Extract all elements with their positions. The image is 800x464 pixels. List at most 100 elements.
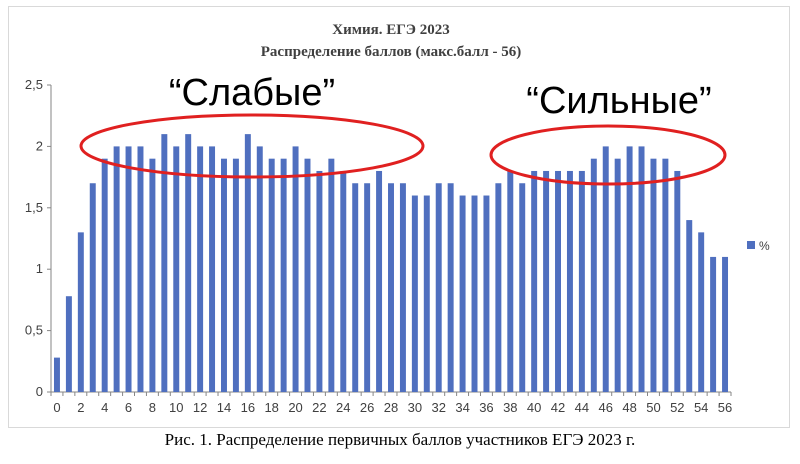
bar [614, 158, 621, 392]
bar [471, 195, 478, 392]
bar [519, 183, 526, 392]
y-axis: 0 0,5 1 1,5 2 2,5 [25, 77, 52, 399]
bar [268, 158, 275, 392]
weak-callout-label: “Слабые” [169, 72, 335, 114]
bar [376, 170, 383, 392]
x-tick-label: 20 [288, 400, 302, 415]
y-tick-label: 0,5 [25, 323, 43, 338]
bar [662, 158, 669, 392]
legend: % [747, 239, 770, 253]
x-axis: 0 2 4 6 8 10 12 14 16 18 20 22 24 26 28 30 32 34 36 38 40 42 4… [50, 391, 732, 415]
y-tick-label: 0 [36, 384, 43, 399]
strong-callout-label: “Сильные” [526, 80, 711, 122]
bar [53, 357, 60, 392]
bar [555, 170, 561, 392]
bar [531, 170, 538, 392]
x-tick-label: 54 [694, 400, 708, 415]
bar [447, 183, 454, 392]
x-tick-label: 50 [646, 400, 660, 415]
bar [459, 195, 466, 392]
bar [399, 183, 406, 392]
bar [650, 158, 657, 392]
bar [578, 170, 585, 392]
bar [316, 170, 323, 392]
x-tick-label: 24 [336, 400, 350, 415]
bar [209, 146, 216, 392]
y-tick-label: 2,5 [25, 77, 43, 92]
chart-frame: Химия. ЕГЭ 2023 Распределение баллов (ма… [8, 6, 790, 428]
bar [125, 146, 132, 392]
bar [423, 195, 430, 392]
bar [674, 170, 681, 392]
x-tick-label: 18 [264, 400, 278, 415]
bar [507, 170, 514, 392]
bar [686, 220, 693, 392]
bar [388, 183, 394, 392]
x-tick-label: 22 [312, 400, 326, 415]
bar [626, 146, 633, 392]
y-tick-label: 2 [36, 138, 43, 153]
strong-highlight-ellipse [489, 124, 727, 186]
bar [328, 158, 335, 392]
x-tick-label: 52 [670, 400, 684, 415]
x-tick-label: 48 [622, 400, 636, 415]
bar [698, 232, 705, 392]
x-tick-label: 0 [53, 400, 60, 415]
bar [304, 158, 311, 392]
bar [89, 183, 96, 392]
bar [722, 256, 729, 392]
bar [173, 146, 180, 392]
bar [411, 195, 418, 392]
bar [65, 296, 72, 392]
bar [232, 158, 239, 392]
x-tick-label: 46 [599, 400, 613, 415]
weak-highlight-ellipse [79, 113, 425, 179]
chart-svg: Химия. ЕГЭ 2023 Распределение баллов (ма… [25, 22, 770, 415]
x-tick-label: 42 [551, 400, 565, 415]
bar [495, 183, 502, 392]
bar [101, 158, 108, 392]
x-tick-label: 40 [527, 400, 541, 415]
bar [256, 146, 263, 392]
bars [53, 134, 729, 392]
bar [221, 158, 227, 392]
legend-swatch [747, 241, 755, 249]
x-tick-label: 38 [503, 400, 517, 415]
x-tick-label: 6 [125, 400, 132, 415]
x-tick-label: 16 [241, 400, 255, 415]
bar [352, 183, 359, 392]
x-tick-label: 12 [193, 400, 207, 415]
y-tick-label: 1,5 [25, 200, 43, 215]
bar [364, 183, 371, 392]
x-tick-label: 4 [101, 400, 108, 415]
bar [435, 183, 442, 392]
chart-subtitle: Распределение баллов (макс.балл - 56) [261, 44, 521, 60]
bar [149, 158, 156, 392]
x-tick-label: 14 [217, 400, 231, 415]
bar [185, 134, 192, 392]
x-tick-label: 56 [718, 400, 732, 415]
x-tick-label: 34 [455, 400, 469, 415]
legend-label: % [759, 239, 770, 253]
bar [340, 170, 347, 392]
y-tick-label: 1 [36, 261, 43, 276]
x-tick-label: 8 [149, 400, 156, 415]
bar [244, 134, 251, 392]
bar [77, 232, 84, 392]
x-tick-label: 28 [384, 400, 398, 415]
chart-title: Химия. ЕГЭ 2023 [332, 22, 449, 38]
bar [197, 146, 204, 392]
bar [590, 158, 597, 392]
bar [483, 195, 490, 392]
bar [292, 146, 299, 392]
x-tick-label: 44 [575, 400, 589, 415]
x-tick-label: 10 [169, 400, 183, 415]
bar [280, 158, 287, 392]
bar [161, 134, 168, 392]
bar [566, 170, 573, 392]
bar [543, 170, 550, 392]
bar [638, 146, 645, 392]
bar [602, 146, 609, 392]
x-tick-label: 2 [77, 400, 84, 415]
bar [710, 256, 717, 392]
